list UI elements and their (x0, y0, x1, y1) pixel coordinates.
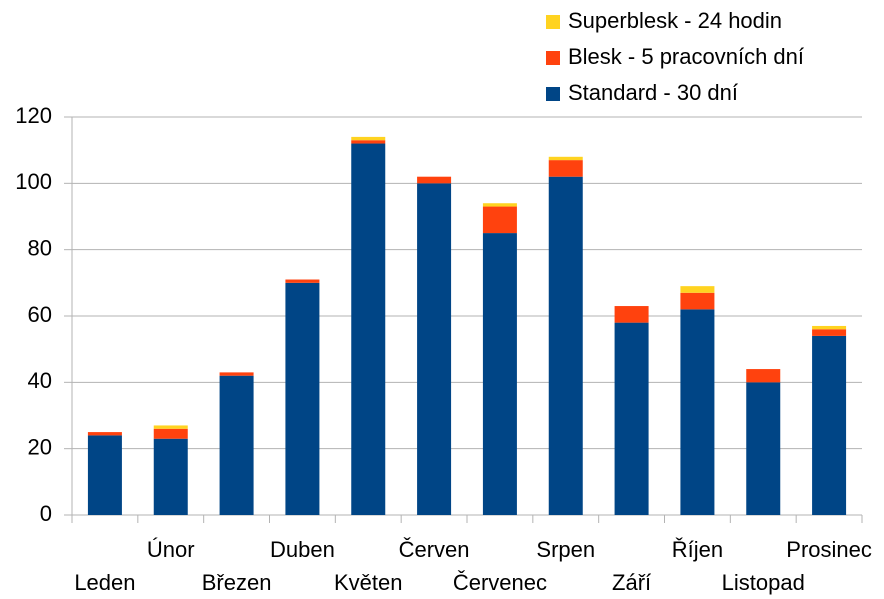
bar-segment (285, 282, 320, 515)
bar-segment (219, 375, 254, 515)
y-tick-label: 20 (28, 434, 52, 459)
bar-segment (482, 206, 517, 234)
bar-segment (548, 176, 583, 515)
bar-segment (812, 335, 847, 515)
legend-label: Standard - 30 dní (568, 80, 738, 105)
y-tick-label: 60 (28, 302, 52, 327)
x-tick-label: Duben (270, 537, 335, 562)
x-tick-label: Červenec (453, 570, 547, 595)
bar-segment (812, 325, 847, 330)
x-tick-label: Říjen (672, 537, 723, 562)
bar-segment (746, 369, 781, 383)
bar-segment (548, 160, 583, 177)
bar-segment (351, 140, 386, 144)
x-tick-label: Leden (74, 570, 135, 595)
bar-segment (614, 322, 649, 515)
x-tick-label: Listopad (722, 570, 805, 595)
x-tick-label: Prosinec (786, 537, 872, 562)
y-tick-label: 40 (28, 368, 52, 393)
bar-segment (482, 233, 517, 516)
bar-segment (680, 309, 715, 515)
bar-segment (153, 438, 188, 515)
bar-segment (153, 428, 188, 439)
bar-segment (87, 432, 122, 436)
bar-segment (219, 372, 254, 376)
x-tick-label: Červen (399, 537, 470, 562)
x-tick-label: Květen (334, 570, 403, 595)
y-tick-label: 120 (15, 103, 52, 128)
y-tick-label: 100 (15, 169, 52, 194)
legend-swatch (546, 87, 560, 101)
x-tick-label: Srpen (536, 537, 595, 562)
legend-label: Superblesk - 24 hodin (568, 8, 782, 33)
bar-segment (417, 176, 452, 184)
bar-segment (482, 203, 517, 207)
y-tick-label: 80 (28, 235, 52, 260)
bar-segment (87, 435, 122, 515)
bar-segment (351, 143, 386, 516)
bar-segment (680, 286, 715, 293)
bar-segment (614, 306, 649, 323)
bar-segment (812, 329, 847, 336)
y-tick-label: 0 (40, 501, 52, 526)
bar-segment (153, 425, 188, 429)
bar-segment (417, 183, 452, 516)
legend-label: Blesk - 5 pracovních dní (568, 44, 804, 69)
bar-segment (285, 279, 320, 283)
bar-segment (680, 292, 715, 310)
bar-segment (351, 136, 386, 141)
bar-segment (746, 382, 781, 515)
x-tick-label: Září (612, 570, 651, 595)
bar-segment (548, 156, 583, 161)
legend-swatch (546, 15, 560, 29)
x-tick-label: Březen (202, 570, 272, 595)
legend-swatch (546, 51, 560, 65)
x-tick-label: Únor (147, 537, 195, 562)
